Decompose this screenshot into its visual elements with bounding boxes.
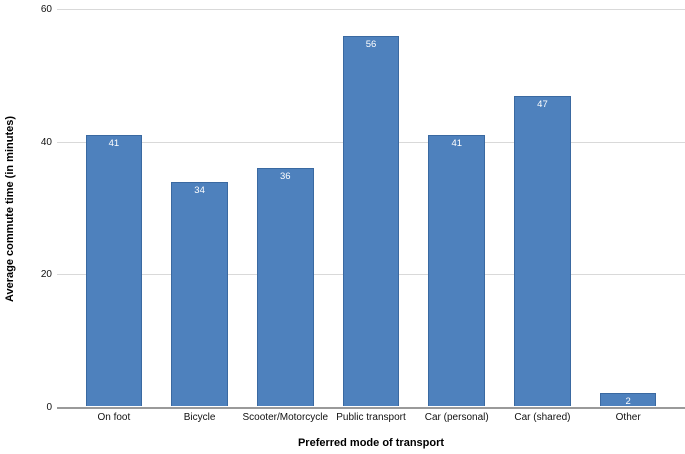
- bar: 36: [257, 168, 314, 406]
- x-tick-label: Car (shared): [514, 412, 571, 423]
- bar-value-label: 36: [280, 171, 291, 183]
- bar: 34: [171, 181, 228, 406]
- bar-slot: 34: [157, 10, 243, 406]
- x-tick-label: Public transport: [336, 412, 406, 423]
- y-tick-label: 60: [40, 4, 52, 15]
- y-tick-label: 40: [40, 136, 52, 148]
- x-tick-label: Car (personal): [424, 412, 489, 423]
- x-axis-title: Preferred mode of transport: [297, 437, 445, 449]
- bar-slot: 56: [328, 10, 414, 406]
- bar-value-label: 2: [625, 395, 631, 406]
- bar: 47: [514, 95, 571, 406]
- y-tick-label: 0: [46, 402, 52, 413]
- bar-slot: 41: [414, 10, 500, 406]
- bar-value-label: 41: [108, 138, 120, 150]
- x-tick-label: On foot: [97, 412, 131, 423]
- bar: 41: [428, 135, 486, 406]
- y-tick-label: 20: [40, 269, 52, 281]
- x-tick-label: Other: [615, 412, 641, 423]
- bar-slot: 41: [71, 10, 157, 406]
- bar: 41: [85, 135, 143, 406]
- bar-value-label: 56: [365, 39, 377, 51]
- gridline: [57, 9, 685, 10]
- bar-value-label: 47: [537, 98, 548, 110]
- bar: 2: [599, 392, 657, 406]
- bar-slot: 47: [500, 10, 586, 406]
- x-tick-label: Bicycle: [183, 412, 216, 423]
- bar-value-label: 34: [194, 184, 205, 196]
- x-tick-label: Scooter/Motorcycle: [242, 412, 329, 423]
- bar-slot: 36: [242, 10, 328, 406]
- bar-slot: 2: [585, 10, 671, 406]
- plot-area: 41 34 36 56 41 47 2: [57, 9, 685, 409]
- x-axis-tick-labels: On foot Bicycle Scooter/Motorcycle Public t…: [57, 412, 685, 423]
- bar-value-label: 41: [451, 138, 463, 150]
- bars-row: 41 34 36 56 41 47 2: [57, 10, 685, 406]
- x-axis-line: [57, 407, 685, 409]
- bar: 56: [342, 36, 400, 406]
